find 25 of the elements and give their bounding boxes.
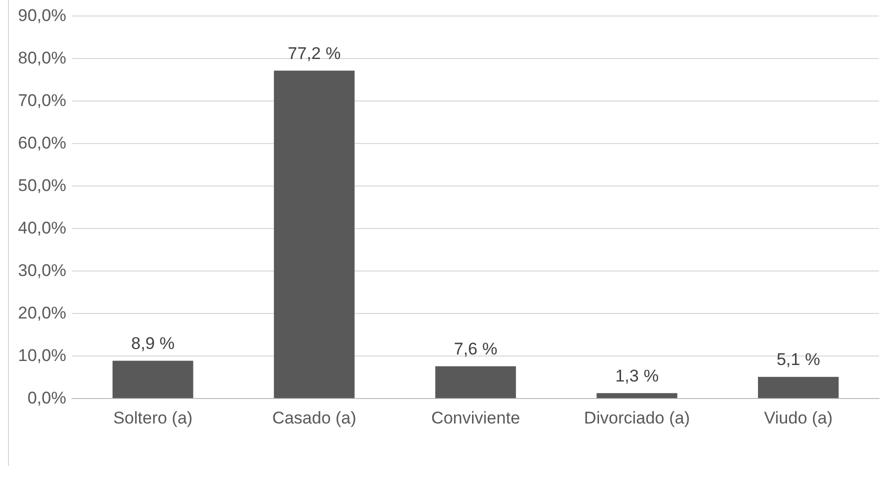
x-tick-label: Divorciado (a) — [584, 408, 690, 428]
data-label: 5,1 % — [776, 350, 820, 370]
y-tick-label: 40,0% — [18, 218, 66, 238]
bar — [596, 393, 678, 398]
y-tick-label: 60,0% — [18, 133, 66, 152]
x-tick-label: Viudo (a) — [764, 408, 833, 428]
data-label: 7,6 % — [454, 339, 498, 358]
data-label: 1,3 % — [615, 366, 659, 386]
bar — [112, 360, 194, 398]
y-tick-label: 80,0% — [18, 48, 66, 68]
y-tick-label: 70,0% — [18, 90, 66, 110]
data-label: 8,9 % — [131, 334, 175, 353]
bar — [274, 70, 355, 398]
y-tick-label: 50,0% — [18, 176, 66, 195]
bar — [435, 366, 516, 398]
x-tick-label: Conviviente — [431, 408, 520, 428]
y-tick-label: 0,0% — [27, 388, 66, 408]
y-tick-label: 10,0% — [18, 346, 66, 365]
y-tick-label: 90,0% — [18, 6, 66, 25]
y-tick-label: 20,0% — [18, 303, 66, 322]
x-tick-label: Casado (a) — [272, 408, 356, 428]
bar — [758, 376, 839, 398]
x-tick-label: Soltero (a) — [113, 408, 193, 428]
data-label: 77,2 % — [288, 44, 341, 63]
y-tick-label: 30,0% — [18, 260, 66, 280]
